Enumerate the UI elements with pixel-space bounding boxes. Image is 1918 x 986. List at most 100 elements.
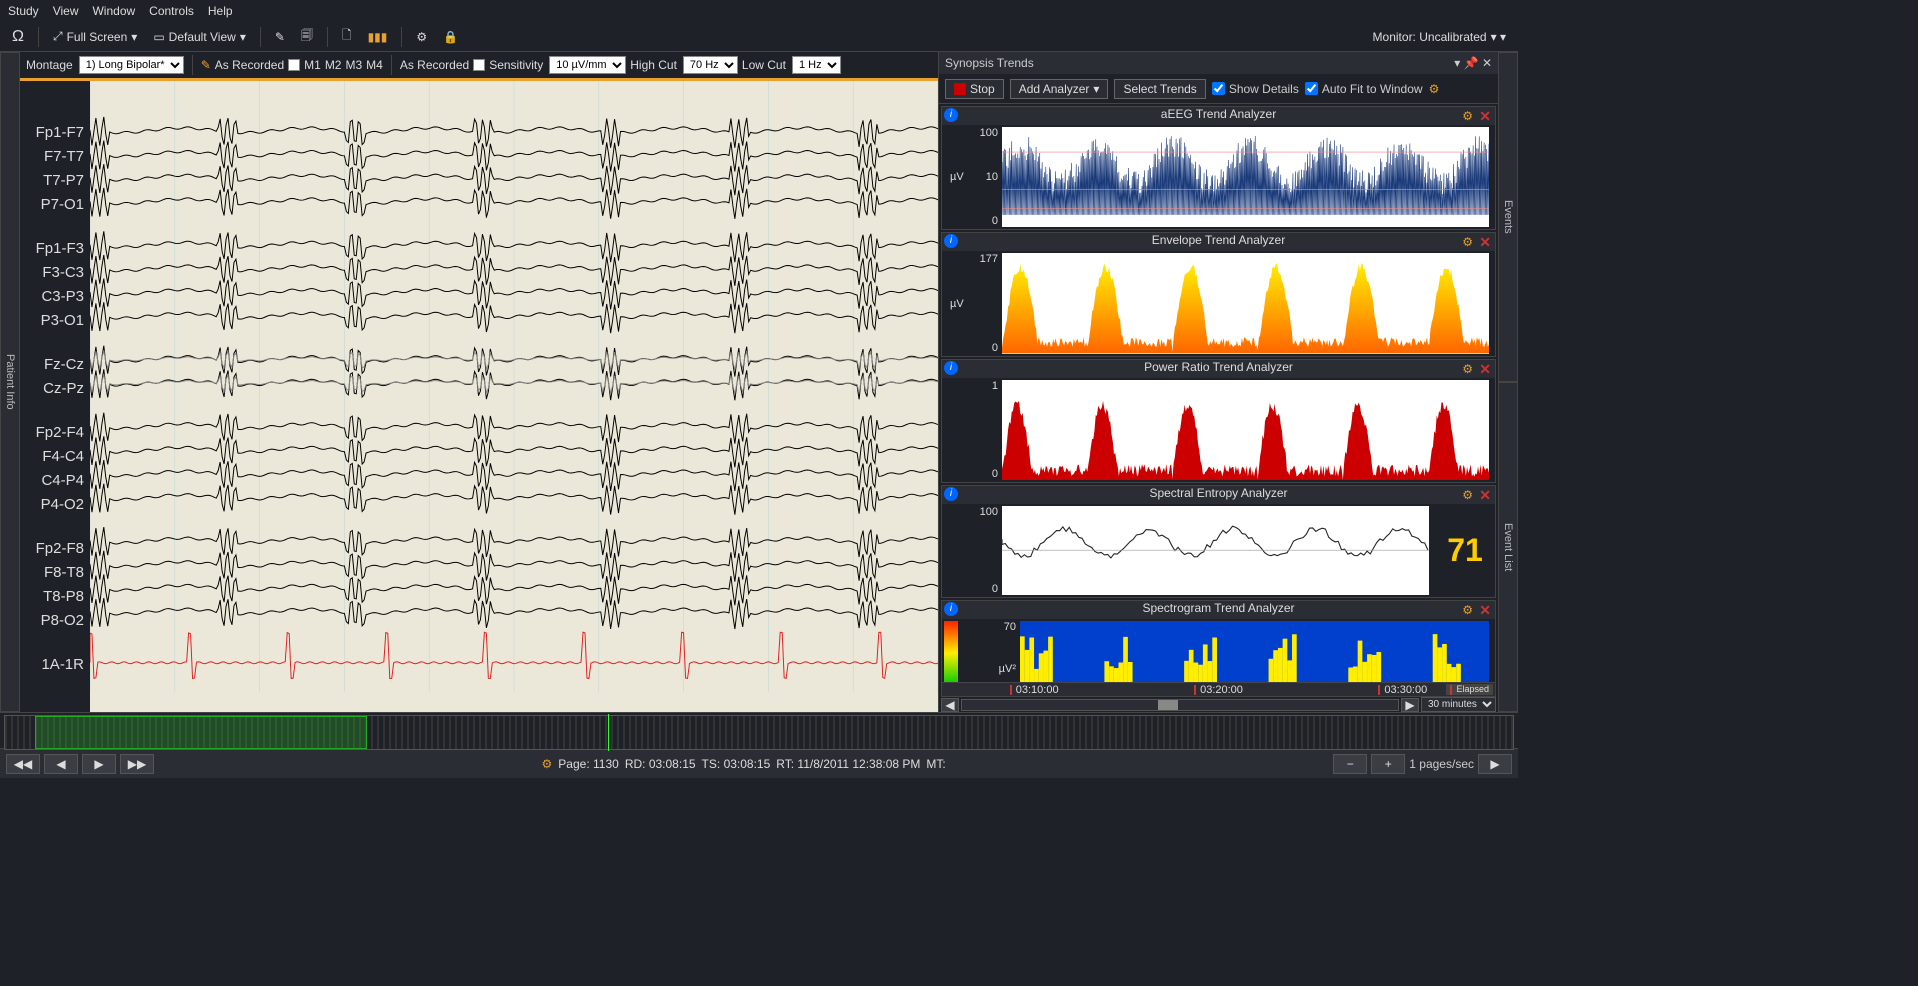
menu-window[interactable]: Window bbox=[92, 4, 135, 18]
analyzer-info-icon[interactable]: i bbox=[944, 108, 958, 122]
asrecorded2[interactable]: As Recorded bbox=[400, 58, 469, 72]
highcut-label: High Cut bbox=[630, 58, 677, 72]
analyzer-chart[interactable] bbox=[1002, 127, 1489, 227]
patient-info-tab[interactable]: Patient Info bbox=[0, 52, 20, 712]
channel-label: C4-P4 bbox=[20, 469, 90, 493]
elapsed-label: Elapsed bbox=[1446, 684, 1493, 695]
analyzer-close-icon[interactable]: ✕ bbox=[1479, 108, 1491, 125]
analyzer-2: iPower Ratio Trend Analyzer⚙✕10 bbox=[941, 359, 1496, 483]
synopsis-dropdown-icon[interactable]: ▾ bbox=[1454, 56, 1460, 70]
m1-check[interactable] bbox=[288, 59, 300, 71]
speed-label: 1 pages/sec bbox=[1409, 757, 1474, 771]
analyzer-1: iEnvelope Trend Analyzer⚙✕1770µV bbox=[941, 232, 1496, 356]
menu-help[interactable]: Help bbox=[208, 4, 233, 18]
lock-icon[interactable]: 🔒 bbox=[437, 28, 464, 46]
synopsis-title: Synopsis Trends bbox=[945, 56, 1034, 70]
analyzer-close-icon[interactable]: ✕ bbox=[1479, 234, 1491, 251]
channel-label: 1A-1R bbox=[20, 653, 90, 677]
analyzer-chart[interactable] bbox=[1002, 253, 1489, 353]
speed-down-button[interactable]: − bbox=[1333, 754, 1367, 774]
channel-label: C3-P3 bbox=[20, 285, 90, 309]
next-button[interactable]: ▶ bbox=[82, 754, 116, 774]
ffwd-button[interactable]: ▶▶ bbox=[120, 754, 154, 774]
analyzer-gear-icon[interactable]: ⚙ bbox=[1462, 488, 1473, 502]
lowcut-select[interactable]: 1 Hz bbox=[792, 56, 841, 74]
show-details-check[interactable]: Show Details bbox=[1212, 82, 1299, 96]
analyzer-close-icon[interactable]: ✕ bbox=[1479, 361, 1491, 378]
prev-button[interactable]: ◀ bbox=[44, 754, 78, 774]
page-label: Page: 1130 bbox=[558, 757, 619, 771]
defaultview-button[interactable]: ▭ Default View ▾ bbox=[147, 28, 252, 46]
analyzer-info-icon[interactable]: i bbox=[944, 361, 958, 375]
montage-select[interactable]: 1) Long Bipolar* bbox=[79, 56, 184, 74]
montage-label: Montage bbox=[26, 58, 73, 72]
doc-icon[interactable]: 🗋 bbox=[336, 24, 358, 49]
synopsis-pin-icon[interactable]: 📌 bbox=[1464, 56, 1479, 70]
analyzer-value: 71 bbox=[1435, 504, 1495, 596]
rewind-button[interactable]: ◀◀ bbox=[6, 754, 40, 774]
analyzer-close-icon[interactable]: ✕ bbox=[1479, 487, 1491, 504]
asrecorded1[interactable]: As Recorded bbox=[215, 58, 284, 72]
statusbar: ◀◀ ◀ ▶ ▶▶ ⚙ Page: 1130 RD: 03:08:15 TS: … bbox=[0, 748, 1518, 778]
channel-label: P4-O2 bbox=[20, 493, 90, 517]
analyzer-chart[interactable] bbox=[1002, 380, 1489, 480]
monitor-status[interactable]: Monitor: Uncalibrated ▾ ▾ bbox=[1367, 28, 1512, 46]
analyzer-chart[interactable] bbox=[1002, 506, 1429, 594]
trend-duration-select[interactable]: 30 minutes bbox=[1421, 697, 1496, 712]
chart-icon[interactable]: ▮▮▮ bbox=[362, 28, 394, 46]
analyzer-chart[interactable] bbox=[1020, 621, 1489, 682]
recording-overview[interactable] bbox=[0, 712, 1518, 748]
analyzer-close-icon[interactable]: ✕ bbox=[1479, 602, 1491, 619]
autofit-check[interactable]: Auto Fit to Window bbox=[1305, 82, 1423, 96]
eventlist-tab[interactable]: Event List bbox=[1498, 382, 1518, 712]
gear-icon[interactable]: ⚙ bbox=[410, 28, 433, 46]
analyzer-gear-icon[interactable]: ⚙ bbox=[1462, 362, 1473, 376]
select-trends-button[interactable]: Select Trends bbox=[1114, 79, 1205, 99]
mt-label: MT: bbox=[926, 757, 945, 771]
stop-button[interactable]: Stop bbox=[945, 79, 1004, 99]
channel-label: P3-O1 bbox=[20, 309, 90, 333]
channel-label: F4-C4 bbox=[20, 445, 90, 469]
impedance-icon[interactable]: Ω bbox=[6, 26, 30, 48]
analyzer-info-icon[interactable]: i bbox=[944, 602, 958, 616]
analyzer-gear-icon[interactable]: ⚙ bbox=[1462, 235, 1473, 249]
channel-label: Fp1-F3 bbox=[20, 237, 90, 261]
edit-montage-icon[interactable]: ✎ bbox=[201, 58, 211, 72]
sensitivity-select[interactable]: 10 µV/mm bbox=[549, 56, 626, 74]
channel-label: P8-O2 bbox=[20, 609, 90, 633]
channel-label: P7-O1 bbox=[20, 193, 90, 217]
highcut-select[interactable]: 70 Hz bbox=[683, 56, 738, 74]
analyzer-gear-icon[interactable]: ⚙ bbox=[1462, 109, 1473, 123]
asrec2-check[interactable] bbox=[473, 59, 485, 71]
synopsis-gear-icon[interactable]: ⚙ bbox=[1429, 82, 1440, 96]
menu-view[interactable]: View bbox=[53, 4, 79, 18]
eeg-waveform-area[interactable]: Fp1-F7F7-T7T7-P7P7-O1Fp1-F3F3-C3C3-P3P3-… bbox=[20, 78, 938, 712]
channel-label: F8-T8 bbox=[20, 561, 90, 585]
channel-label: T8-P8 bbox=[20, 585, 90, 609]
rd-label: RD: 03:08:15 bbox=[625, 757, 696, 771]
rt-label: RT: 11/8/2011 12:38:08 PM bbox=[776, 757, 920, 771]
analyzer-gear-icon[interactable]: ⚙ bbox=[1462, 603, 1473, 617]
status-gear-icon[interactable]: ⚙ bbox=[542, 757, 553, 771]
analyzer-info-icon[interactable]: i bbox=[944, 487, 958, 501]
speed-up-button[interactable]: + bbox=[1371, 754, 1405, 774]
trend-scrollbar[interactable] bbox=[961, 699, 1399, 711]
edit-icon[interactable]: ✎ bbox=[269, 28, 291, 46]
add-analyzer-button[interactable]: Add Analyzer ▾ bbox=[1010, 79, 1109, 99]
fullscreen-button[interactable]: ⤢ Full Screen ▾ bbox=[47, 27, 143, 46]
analyzer-info-icon[interactable]: i bbox=[944, 234, 958, 248]
events-tab[interactable]: Events bbox=[1498, 52, 1518, 382]
channel-label: F7-T7 bbox=[20, 145, 90, 169]
trend-scroll-left[interactable]: ◀ bbox=[941, 698, 959, 712]
trend-timeline: 03:10:00 03:20:00 03:30:00 Elapsed bbox=[941, 682, 1496, 697]
channel-label: F3-C3 bbox=[20, 261, 90, 285]
params-bar: Montage 1) Long Bipolar* ✎ As Recorded M… bbox=[20, 52, 938, 78]
menu-study[interactable]: Study bbox=[8, 4, 39, 18]
play-button[interactable]: ▶ bbox=[1478, 754, 1512, 774]
menu-controls[interactable]: Controls bbox=[149, 4, 194, 18]
menubar: Study View Window Controls Help bbox=[0, 0, 1518, 22]
trend-scroll-right[interactable]: ▶ bbox=[1401, 698, 1419, 712]
synopsis-close-icon[interactable]: ✕ bbox=[1482, 56, 1492, 70]
copy-icon[interactable]: 🗐 bbox=[295, 24, 319, 49]
lowcut-label: Low Cut bbox=[742, 58, 786, 72]
